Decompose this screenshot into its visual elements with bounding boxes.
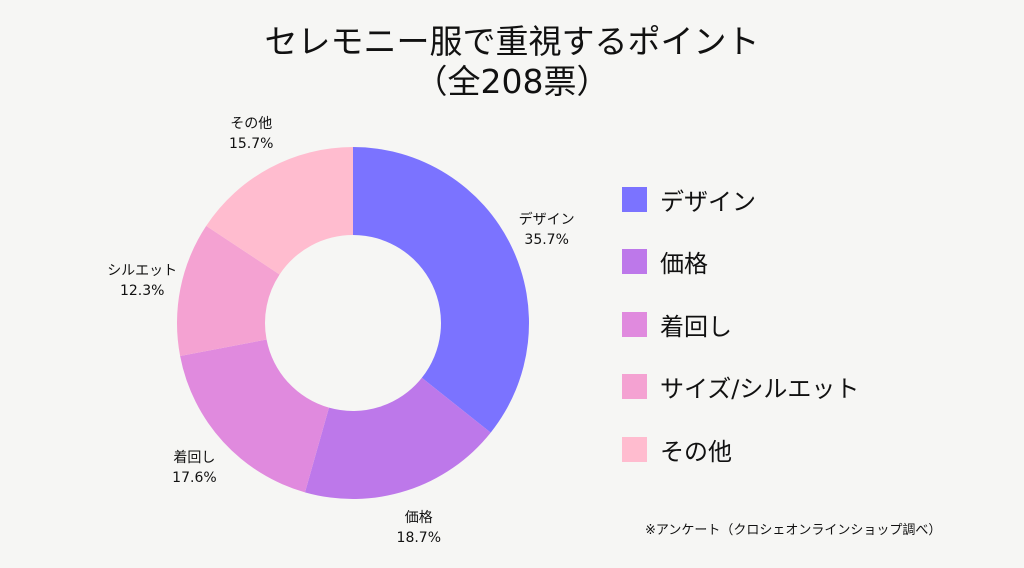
- slice-label-name: 価格: [404, 509, 433, 526]
- legend-label: 着回し: [660, 312, 732, 341]
- slice-label-value: 35.7%: [524, 231, 569, 248]
- legend-item: デザイン: [622, 168, 859, 231]
- chart-title: セレモニー服で重視するポイント （全208票）: [0, 22, 1024, 102]
- slice-label-value: 15.7%: [228, 135, 274, 152]
- slice-label: 着回し 17.6%: [172, 448, 216, 488]
- slice-0: [353, 147, 529, 433]
- legend-item: 着回し: [622, 293, 859, 356]
- legend-item: サイズ/シルエット: [622, 356, 859, 419]
- slice-label: デザイン 35.7%: [519, 210, 575, 250]
- legend-swatch: [622, 436, 647, 462]
- slice-4: [206, 147, 353, 275]
- slice-label-name: シルエット: [107, 262, 178, 279]
- slice-1: [304, 377, 491, 499]
- legend-label: その他: [660, 437, 732, 466]
- slice-label: その他 15.7%: [229, 114, 273, 154]
- slice-label-value: 12.3%: [119, 282, 165, 299]
- legend-item: 価格: [622, 231, 859, 294]
- slice-label: 価格 18.7%: [397, 508, 441, 548]
- slice-2: [180, 339, 329, 493]
- legend-swatch: [622, 249, 647, 275]
- legend-label: サイズ/シルエット: [660, 375, 860, 404]
- legend-label: デザイン: [660, 187, 756, 216]
- slice-label: シルエット 12.3%: [107, 261, 177, 301]
- slice-label-value: 17.6%: [172, 470, 217, 487]
- legend: デザイン価格着回しサイズ/シルエット その他: [622, 168, 859, 481]
- legend-item: その他: [622, 418, 859, 481]
- slice-label-name: 着回し: [173, 450, 216, 467]
- slice-label-name: その他: [230, 115, 273, 132]
- legend-swatch: [622, 311, 647, 337]
- slice-3: [176, 225, 280, 356]
- title-main: セレモニー服で重視するポイント: [264, 22, 760, 61]
- footnote: ※アンケート（クロシェオンラインショップ調べ）: [645, 523, 942, 538]
- legend-swatch: [622, 374, 647, 400]
- title-sub: （全208票）: [414, 62, 610, 101]
- slice-label-value: 18.7%: [396, 529, 442, 546]
- slice-label-name: デザイン: [518, 211, 575, 228]
- legend-label: 価格: [660, 250, 708, 279]
- legend-swatch: [622, 186, 647, 212]
